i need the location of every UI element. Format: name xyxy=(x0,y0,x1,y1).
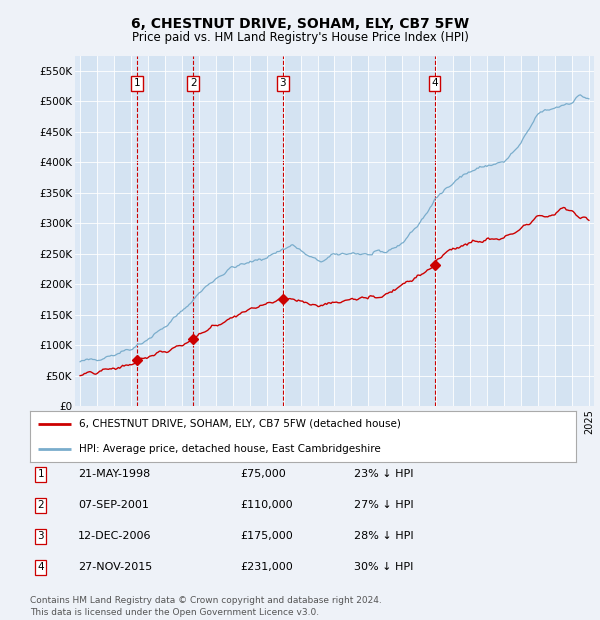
Text: 27% ↓ HPI: 27% ↓ HPI xyxy=(354,500,413,510)
Bar xyxy=(148,56,165,406)
Text: 1: 1 xyxy=(37,469,44,479)
Text: HPI: Average price, detached house, East Cambridgeshire: HPI: Average price, detached house, East… xyxy=(79,444,381,454)
Bar xyxy=(114,56,131,406)
Text: Price paid vs. HM Land Registry's House Price Index (HPI): Price paid vs. HM Land Registry's House … xyxy=(131,31,469,44)
Text: £231,000: £231,000 xyxy=(240,562,293,572)
Text: 4: 4 xyxy=(37,562,44,572)
Text: 2: 2 xyxy=(190,78,197,88)
Bar xyxy=(385,56,403,406)
Bar xyxy=(521,56,538,406)
Text: 3: 3 xyxy=(280,78,286,88)
Bar xyxy=(80,56,97,406)
Bar xyxy=(216,56,233,406)
Bar xyxy=(453,56,470,406)
Text: Contains HM Land Registry data © Crown copyright and database right 2024.
This d: Contains HM Land Registry data © Crown c… xyxy=(30,596,382,617)
Text: 1: 1 xyxy=(134,78,141,88)
Text: 27-NOV-2015: 27-NOV-2015 xyxy=(78,562,152,572)
Bar xyxy=(284,56,301,406)
Text: 4: 4 xyxy=(431,78,438,88)
Text: 3: 3 xyxy=(37,531,44,541)
Text: £75,000: £75,000 xyxy=(240,469,286,479)
Text: 21-MAY-1998: 21-MAY-1998 xyxy=(78,469,150,479)
Text: 07-SEP-2001: 07-SEP-2001 xyxy=(78,500,149,510)
Bar xyxy=(250,56,266,406)
Text: 6, CHESTNUT DRIVE, SOHAM, ELY, CB7 5FW: 6, CHESTNUT DRIVE, SOHAM, ELY, CB7 5FW xyxy=(131,17,469,32)
Text: £175,000: £175,000 xyxy=(240,531,293,541)
Bar xyxy=(555,56,572,406)
Text: 12-DEC-2006: 12-DEC-2006 xyxy=(78,531,151,541)
Bar xyxy=(182,56,199,406)
Bar xyxy=(487,56,504,406)
Text: 23% ↓ HPI: 23% ↓ HPI xyxy=(354,469,413,479)
Bar xyxy=(317,56,334,406)
Text: 30% ↓ HPI: 30% ↓ HPI xyxy=(354,562,413,572)
Text: 2: 2 xyxy=(37,500,44,510)
Text: 28% ↓ HPI: 28% ↓ HPI xyxy=(354,531,413,541)
Text: 6, CHESTNUT DRIVE, SOHAM, ELY, CB7 5FW (detached house): 6, CHESTNUT DRIVE, SOHAM, ELY, CB7 5FW (… xyxy=(79,418,401,429)
Bar xyxy=(352,56,368,406)
Bar xyxy=(419,56,436,406)
Text: £110,000: £110,000 xyxy=(240,500,293,510)
